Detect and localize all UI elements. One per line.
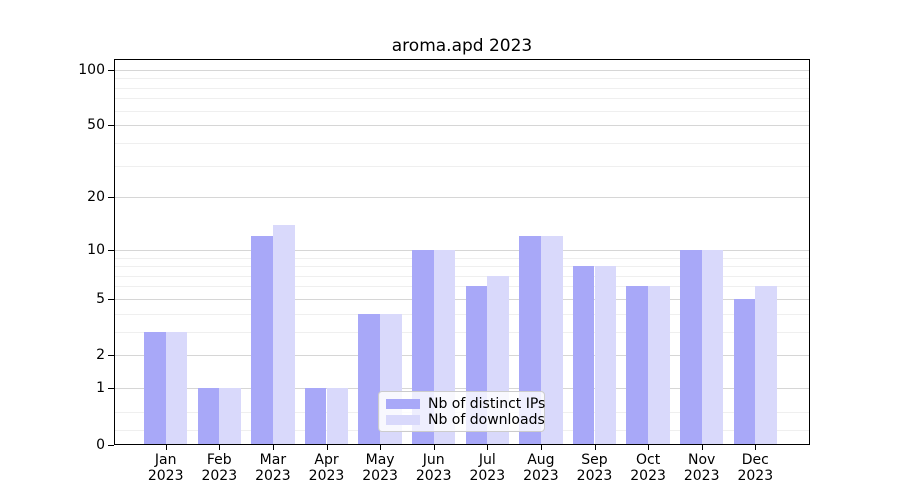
bar-distinct-ips-may	[358, 313, 381, 445]
bar-downloads-apr	[326, 388, 349, 445]
y-tick-mark	[108, 444, 114, 446]
y-tick-mark	[108, 298, 114, 300]
y-tick-label: 5	[96, 290, 105, 307]
gridline-major	[114, 249, 810, 251]
y-tick-label: 10	[87, 241, 105, 258]
legend-item-distinct-ips: Nb of distinct IPs	[386, 396, 545, 412]
x-tick-mark	[594, 444, 596, 450]
gridline-major	[114, 69, 810, 71]
y-tick-mark	[108, 125, 114, 127]
chart-title: aroma.apd 2023	[391, 36, 533, 56]
x-tick-label: Mar 2023	[255, 451, 291, 484]
gridline-minor	[114, 165, 810, 167]
legend-label-distinct-ips: Nb of distinct IPs	[428, 396, 546, 412]
x-tick-label: Oct 2023	[630, 451, 666, 484]
legend-label-downloads: Nb of downloads	[428, 412, 545, 428]
bar-distinct-ips-dec	[733, 298, 756, 445]
x-tick-mark	[272, 444, 274, 450]
x-tick-label: Feb 2023	[201, 451, 238, 484]
gridline-minor	[114, 78, 810, 80]
bar-downloads-mar	[272, 224, 295, 445]
gridline-minor	[114, 142, 810, 144]
gridline-minor	[114, 87, 810, 89]
y-tick-label: 1	[96, 380, 105, 397]
x-tick-mark	[380, 444, 382, 450]
gridline-minor	[114, 110, 810, 112]
gridline-minor	[114, 257, 810, 259]
bar-distinct-ips-sep	[572, 266, 595, 445]
y-tick-label: 50	[87, 117, 105, 134]
gridline-minor	[114, 275, 810, 277]
gridline-major	[114, 388, 810, 390]
bar-downloads-oct	[648, 286, 670, 445]
y-tick-mark	[108, 388, 114, 390]
gridline-minor	[114, 331, 810, 333]
x-tick-mark	[433, 444, 435, 450]
bar-distinct-ips-feb	[197, 388, 220, 445]
bar-distinct-ips-oct	[626, 286, 649, 445]
bar-downloads-jan	[165, 331, 188, 445]
legend-item-downloads: Nb of downloads	[386, 412, 545, 428]
x-tick-label: Apr 2023	[308, 451, 345, 484]
bar-distinct-ips-nov	[680, 249, 702, 445]
gridline-minor	[114, 313, 810, 315]
gridline-major	[114, 298, 810, 300]
x-tick-mark	[165, 444, 167, 450]
x-tick-mark	[487, 444, 489, 450]
x-tick-mark	[755, 444, 757, 450]
x-tick-mark	[219, 444, 221, 450]
x-tick-label: Jun 2023	[415, 451, 452, 484]
legend-swatch-distinct-ips	[386, 399, 420, 409]
bar-downloads-nov	[701, 249, 724, 445]
y-tick-mark	[108, 69, 114, 71]
y-tick-mark	[108, 355, 114, 357]
gridline-major	[114, 125, 810, 127]
x-tick-label: Dec 2023	[737, 451, 774, 484]
y-tick-mark	[108, 249, 114, 251]
bar-distinct-ips-apr	[304, 388, 327, 445]
legend: Nb of distinct IPs Nb of downloads	[378, 391, 545, 432]
x-tick-label: Sep 2023	[576, 451, 613, 484]
x-tick-label: Jan 2023	[147, 451, 184, 484]
x-tick-mark	[648, 444, 650, 450]
bar-downloads-feb	[219, 388, 241, 445]
legend-swatch-downloads	[386, 415, 420, 425]
y-tick-label: 100	[78, 61, 105, 78]
y-tick-label: 0	[96, 436, 105, 453]
gridline-minor	[114, 266, 810, 268]
x-tick-mark	[701, 444, 703, 450]
y-tick-label: 2	[96, 347, 105, 364]
x-tick-label: May 2023	[362, 451, 398, 484]
bar-distinct-ips-jan	[144, 331, 166, 445]
bar-distinct-ips-mar	[251, 236, 273, 445]
x-tick-label: Aug 2023	[523, 451, 559, 484]
bar-downloads-dec	[755, 286, 777, 445]
gridline-major	[114, 355, 810, 357]
gridline-minor	[114, 286, 810, 288]
bar-downloads-aug	[540, 236, 563, 445]
gridline-minor	[114, 98, 810, 100]
x-tick-label: Jul 2023	[469, 451, 506, 484]
bar-downloads-sep	[594, 266, 617, 445]
x-tick-label: Nov 2023	[683, 451, 720, 484]
y-tick-mark	[108, 197, 114, 199]
gridline-major	[114, 197, 810, 199]
x-tick-mark	[326, 444, 328, 450]
x-tick-mark	[540, 444, 542, 450]
y-tick-label: 20	[87, 189, 105, 206]
